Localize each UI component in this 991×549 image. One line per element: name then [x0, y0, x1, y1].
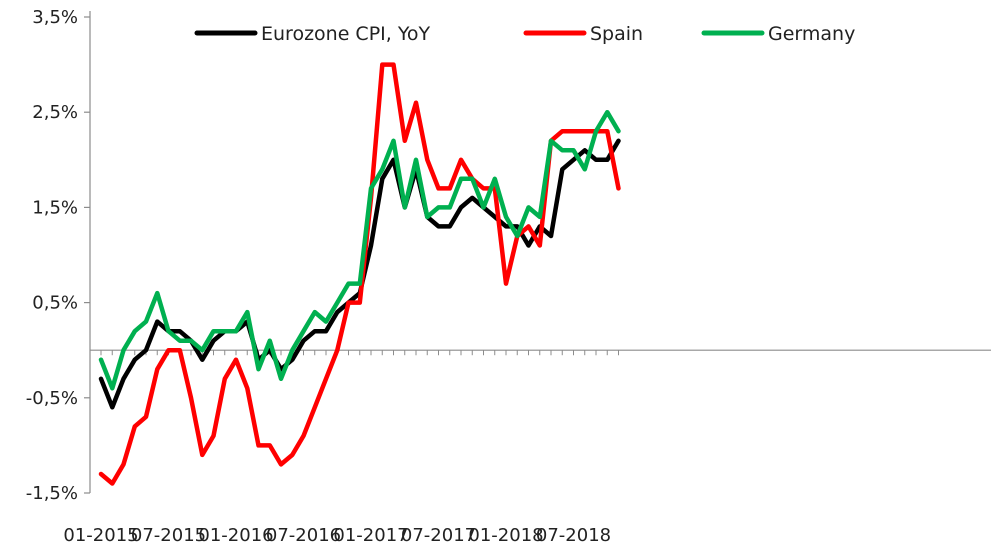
y-tick-label: 3,5% — [32, 7, 78, 28]
y-axis: -1,5% -0,5% 0,5% 1,5% 2,5% 3,5% — [26, 7, 91, 504]
series-layer — [98, 62, 621, 486]
x-tick-label: 01-2016 — [198, 525, 273, 546]
legend-label-1: Spain — [590, 23, 643, 45]
x-tick-label: 07-2017 — [401, 525, 476, 546]
y-tick-label: 0,5% — [32, 293, 78, 314]
x-tick-label: 01-2018 — [468, 525, 543, 546]
series-line-2 — [98, 109, 621, 391]
x-tick-label: 01-2017 — [333, 525, 408, 546]
series-line-1 — [98, 62, 621, 486]
x-tick-label: 01-2015 — [63, 525, 138, 546]
y-tick-label: -1,5% — [26, 483, 78, 504]
x-tick-label: 07-2015 — [131, 525, 206, 546]
x-tick-label: 07-2016 — [266, 525, 341, 546]
x-axis: 01-201507-201501-201607-201601-201707-20… — [63, 349, 991, 546]
legend: Eurozone CPI, YoY Spain Germany — [194, 23, 855, 45]
legend-label-0: Eurozone CPI, YoY — [261, 23, 431, 45]
y-tick-label: -0,5% — [26, 388, 78, 409]
legend-label-2: Germany — [768, 23, 855, 45]
y-tick-label: 2,5% — [32, 102, 78, 123]
x-tick-label: 07-2018 — [536, 525, 611, 546]
y-tick-label: 1,5% — [32, 197, 78, 218]
